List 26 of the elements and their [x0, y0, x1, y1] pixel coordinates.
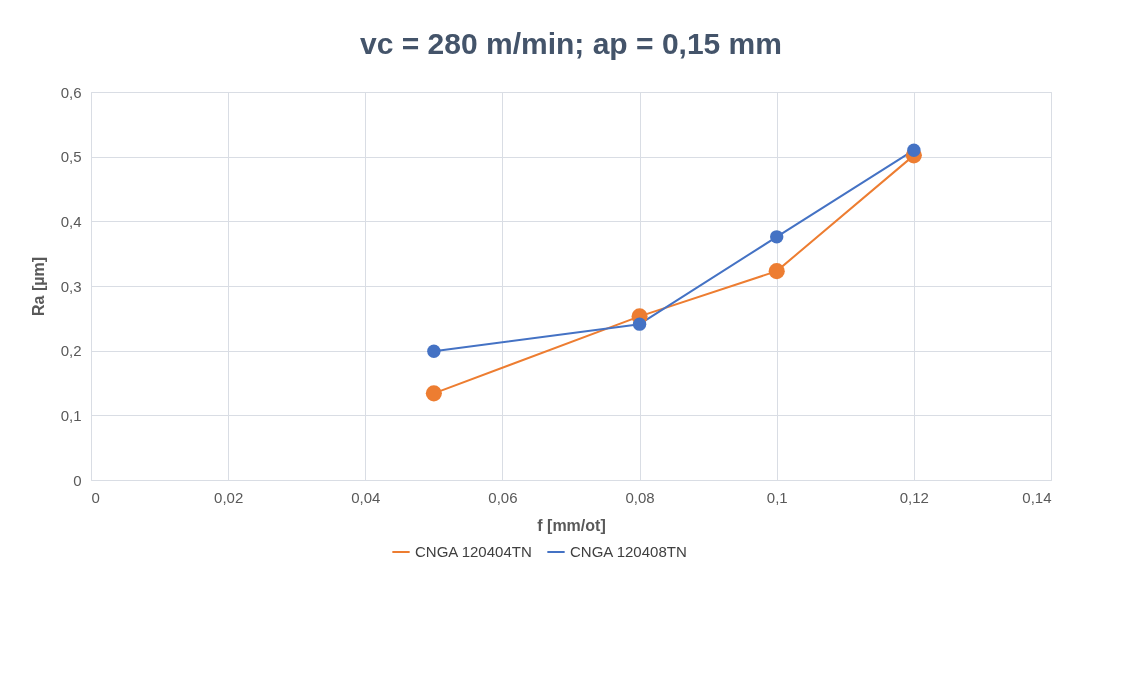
- y-tick-label: 0,4: [60, 212, 82, 230]
- y-tick-label: 0: [73, 471, 82, 489]
- x-tick-label: 0: [91, 488, 100, 506]
- y-tick-label: 0,3: [60, 277, 82, 295]
- x-tick-label: 0,08: [625, 488, 655, 506]
- point: [632, 317, 647, 331]
- point: [425, 385, 442, 402]
- legend-label: CNGA 120404TN: [415, 543, 532, 560]
- x-tick-label: 0,1: [766, 488, 788, 506]
- legend-label: CNGA 120408TN: [570, 543, 687, 560]
- y-tick-label: 0,6: [60, 83, 82, 101]
- x-tick-label: 0,04: [351, 488, 381, 506]
- x-tick-label: 0,12: [899, 488, 929, 506]
- y-tick-label: 0,1: [60, 406, 82, 424]
- point: [907, 143, 921, 157]
- x-tick-label: 0,02: [214, 488, 244, 506]
- point: [768, 263, 785, 280]
- y-tick-label: 0,2: [60, 342, 82, 360]
- x-tick-label: 0,14: [1022, 488, 1052, 506]
- x-axis-title: f [mm/ot]: [537, 516, 606, 534]
- point: [427, 344, 441, 359]
- y-axis-title: Ra [µm]: [29, 257, 47, 316]
- point: [770, 230, 784, 244]
- chart-title: vc = 280 m/min; ap = 0,15 mm: [360, 27, 782, 60]
- y-tick-label: 0,5: [60, 148, 82, 166]
- x-tick-label: 0,06: [488, 488, 518, 506]
